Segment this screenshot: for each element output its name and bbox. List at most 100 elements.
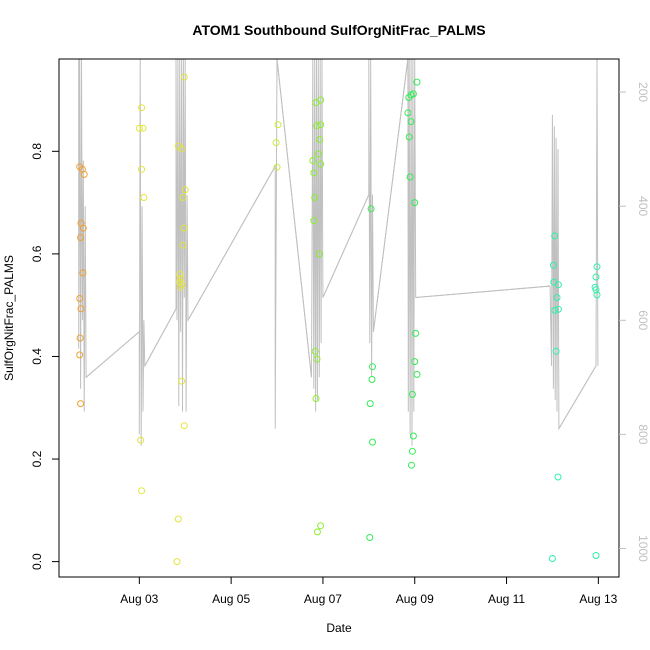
data-point [549, 261, 557, 269]
data-point [79, 269, 87, 277]
data-point [311, 347, 319, 355]
x-tick-label: Aug 05 [212, 592, 250, 606]
data-point [592, 552, 600, 559]
data-point [180, 224, 188, 232]
data-point [406, 173, 414, 181]
data-point [272, 139, 280, 147]
data-point [138, 104, 146, 112]
data-point [411, 358, 419, 366]
data-point [314, 150, 322, 158]
x-tick-label: Aug 03 [120, 592, 158, 606]
data-point [181, 186, 189, 194]
data-point [592, 273, 600, 281]
data-point [80, 170, 88, 178]
data-point [76, 295, 84, 302]
x-tick-label: Aug 11 [488, 592, 525, 606]
altitude-transit-line [187, 166, 276, 321]
data-point [77, 234, 85, 241]
data-point [404, 109, 412, 117]
data-point [309, 157, 317, 164]
data-point [180, 73, 188, 81]
data-point [312, 395, 320, 402]
data-point [411, 199, 419, 207]
data-point [366, 534, 374, 541]
data-point [273, 163, 281, 171]
data-point [177, 283, 185, 291]
right-tick-label: 200 [636, 82, 650, 102]
altitude-transit-line [558, 365, 597, 429]
data-point [551, 306, 559, 314]
altitude-transit-line [144, 308, 177, 367]
data-points [76, 73, 601, 566]
data-point [408, 390, 416, 398]
data-point [178, 377, 186, 385]
y-tick-label: 0.2 [30, 450, 44, 467]
data-point [551, 232, 559, 240]
altitude-transit-line [415, 285, 551, 298]
y-axis-label: SulfOrgNitFrac_PALMS [2, 255, 16, 381]
data-point [317, 96, 325, 104]
right-tick-label: 800 [636, 424, 650, 444]
data-point [138, 165, 146, 173]
data-point [315, 250, 323, 258]
right-axis: 200 400 600 800 1000 [619, 82, 650, 562]
data-point [593, 291, 601, 299]
data-point [316, 136, 324, 143]
data-point [412, 329, 420, 337]
data-point [76, 351, 84, 359]
altitude-transit-line [276, 58, 312, 378]
altitude-transit-line [372, 58, 409, 332]
y-tick-label: 0.4 [30, 348, 44, 365]
data-point [139, 124, 147, 132]
x-tick-label: Aug 13 [579, 592, 617, 606]
data-point [408, 461, 415, 469]
data-point [138, 487, 146, 495]
data-point [79, 224, 87, 232]
data-point [140, 194, 148, 201]
data-point [178, 145, 186, 153]
data-point [366, 400, 374, 408]
plot-frame [58, 58, 620, 578]
y-tick-label: 0.8 [30, 143, 44, 160]
data-point [593, 263, 601, 271]
data-point [413, 370, 421, 378]
altitude-profile-line [78, 58, 599, 446]
x-tick-label: Aug 07 [304, 592, 342, 606]
data-point [552, 347, 560, 355]
data-point [313, 528, 321, 536]
data-point [137, 436, 145, 444]
data-point [369, 363, 376, 371]
altitude-transit-line [85, 331, 140, 378]
y-axis: 0.0 0.2 0.4 0.6 0.8 [30, 143, 59, 570]
data-point [592, 286, 600, 294]
right-tick-label: 600 [636, 310, 650, 330]
y-tick-label: 0.0 [30, 553, 44, 570]
data-point [76, 334, 84, 342]
data-point [548, 555, 556, 562]
data-point [317, 121, 325, 129]
data-point [179, 194, 187, 201]
right-tick-label: 1000 [636, 535, 650, 562]
data-point [405, 94, 413, 101]
data-point [313, 355, 321, 363]
data-point [274, 121, 282, 129]
data-point [367, 205, 375, 213]
data-point [77, 400, 85, 408]
altitude-transit-line [322, 194, 370, 298]
data-point [135, 124, 143, 132]
data-point [310, 169, 318, 177]
data-point [173, 558, 181, 566]
x-tick-label: Aug 09 [396, 592, 434, 606]
data-point [369, 438, 376, 446]
data-point [413, 78, 421, 86]
data-point [77, 305, 85, 313]
right-tick-label: 400 [636, 196, 650, 216]
altitude-track [78, 58, 599, 446]
data-point [409, 90, 417, 98]
data-point [554, 473, 562, 481]
data-point [313, 122, 321, 130]
data-point [554, 281, 562, 289]
data-point [174, 515, 182, 523]
data-point [317, 522, 325, 530]
